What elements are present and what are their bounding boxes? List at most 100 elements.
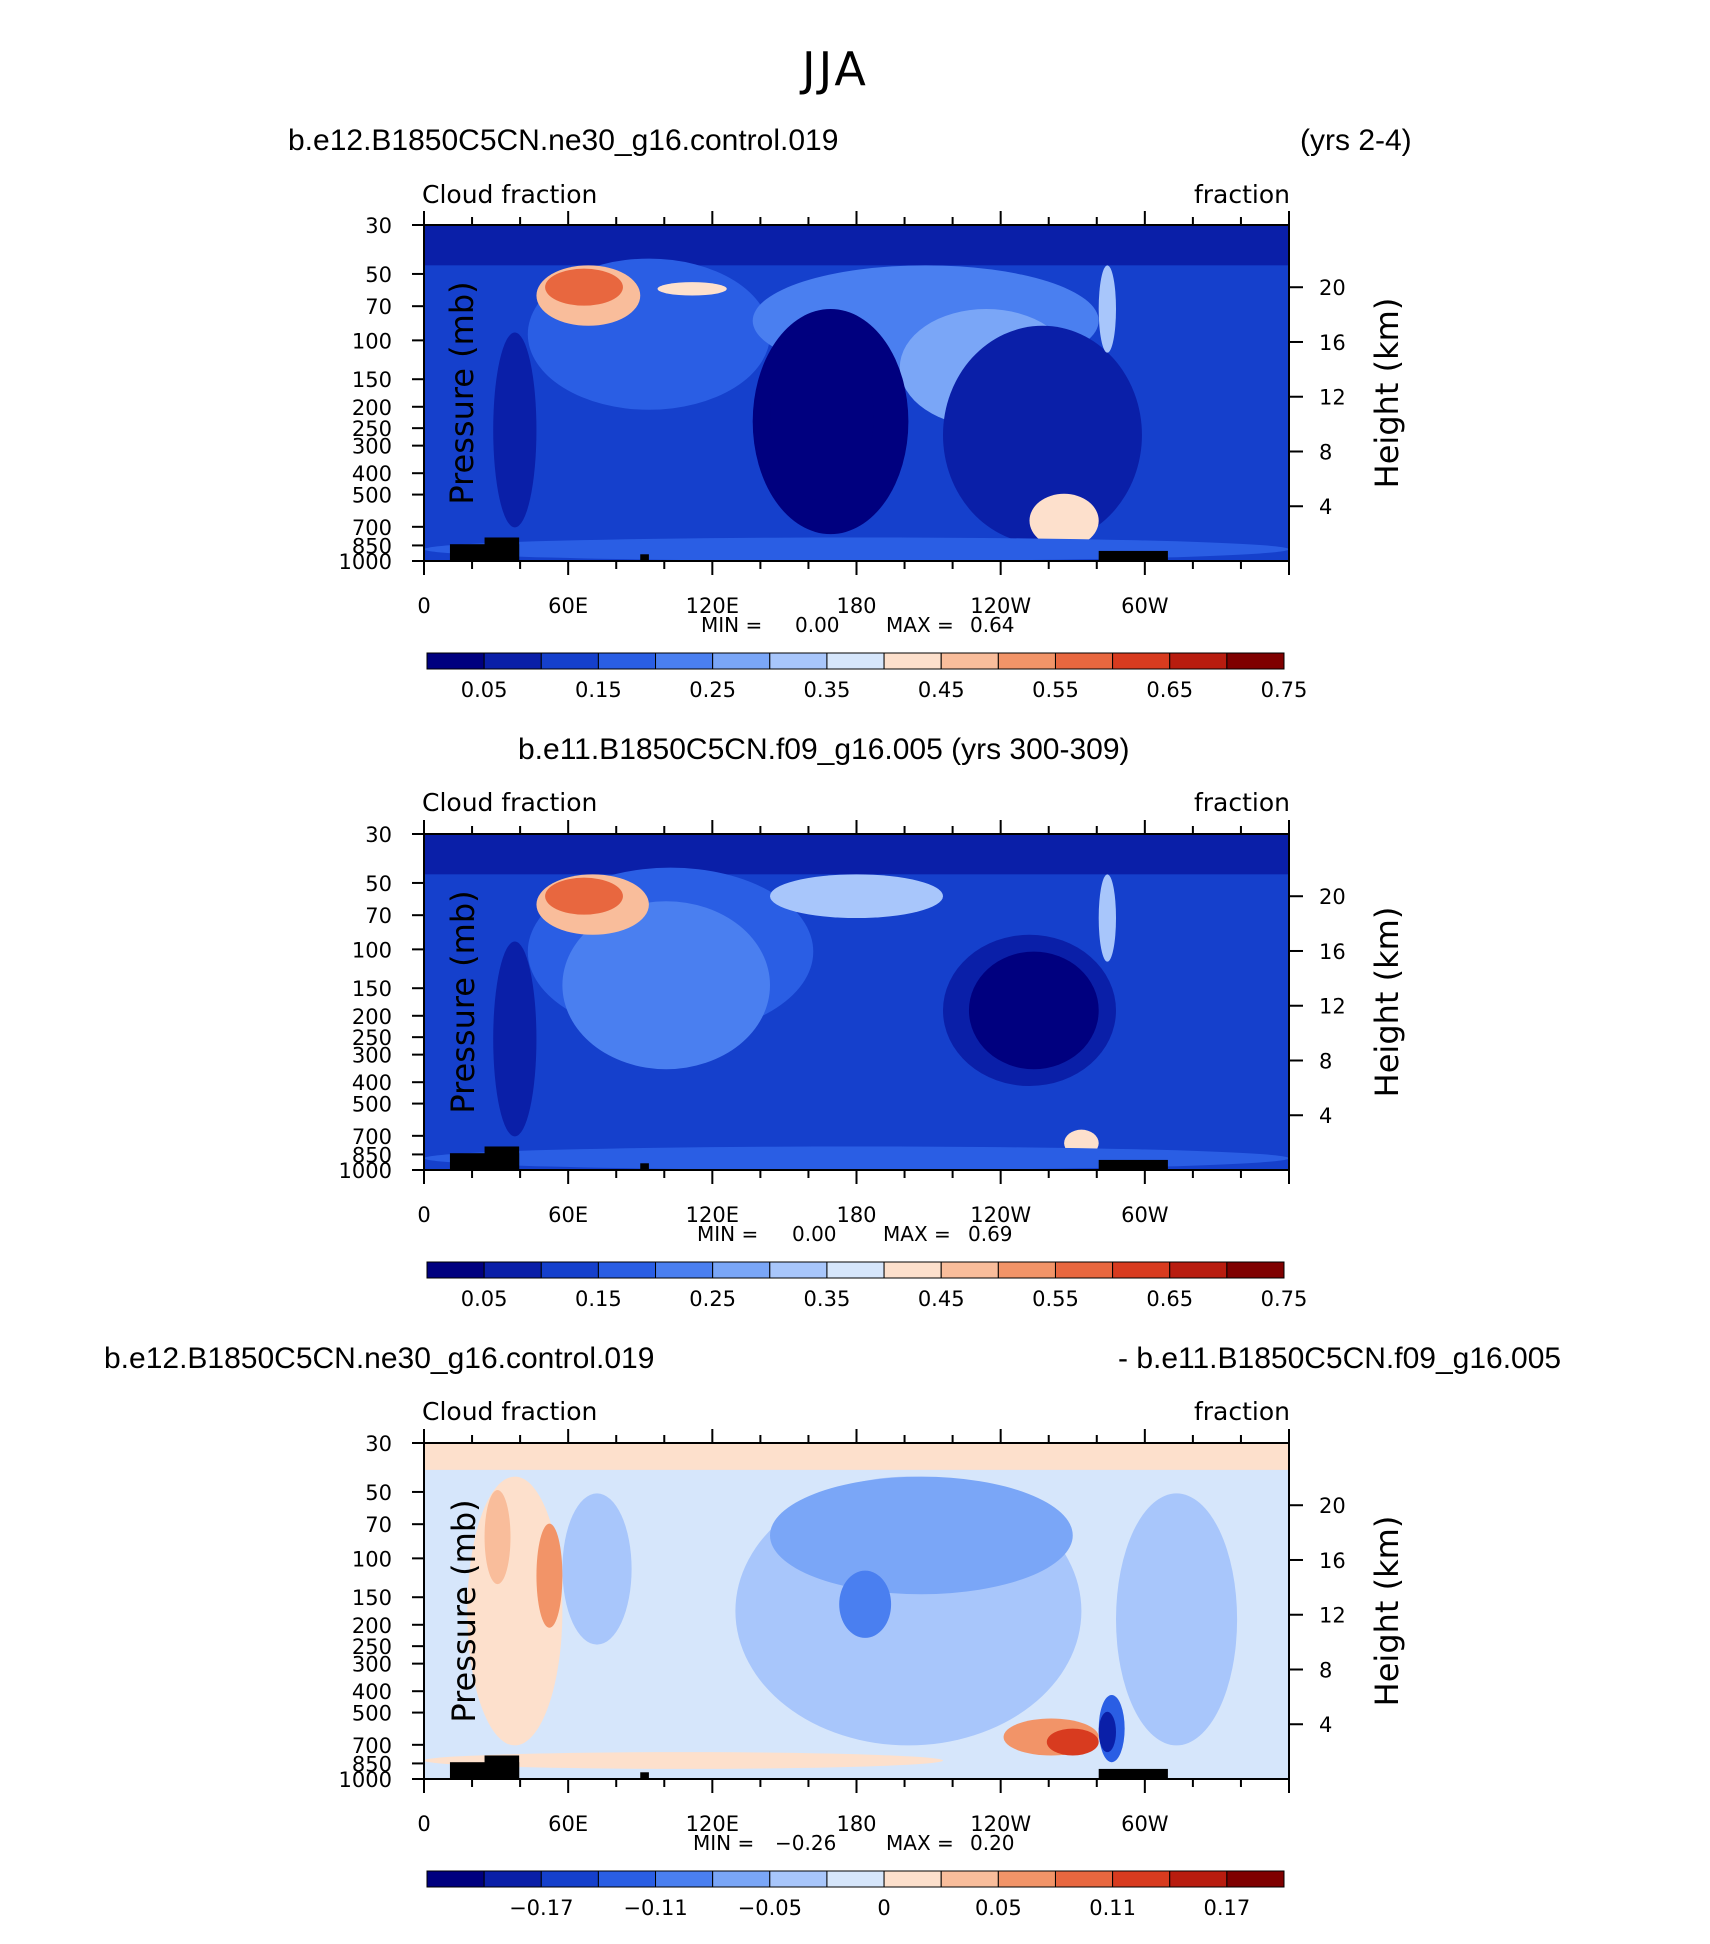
panel2-colorbar: 0.05 0.15 0.25 0.35 0.45 0.55 0.65 0.75 <box>426 1261 1307 1311</box>
topography <box>454 1768 511 1779</box>
colorbar-swatch <box>1226 652 1285 670</box>
height-tick-label: 16 <box>1319 940 1346 964</box>
colorbar-label: −0.11 <box>623 1896 687 1920</box>
topography <box>1098 550 1168 561</box>
height-tick-label: 4 <box>1319 1104 1332 1128</box>
panel1-min-value: 0.00 <box>795 613 840 637</box>
field-contour <box>1098 265 1116 353</box>
colorbar-label: 0.65 <box>1146 678 1193 702</box>
panel2-var-label: Cloud fraction <box>422 788 597 817</box>
height-tick-label: 16 <box>1319 1549 1346 1573</box>
height-tick-label: 16 <box>1319 331 1346 355</box>
field-contour <box>545 268 623 306</box>
x-tick-label: 60W <box>1121 1812 1169 1836</box>
panel3-y-axis-label: Pressure (mb) <box>445 1499 483 1722</box>
panel1-right-title: (yrs 2-4) <box>1300 124 1412 157</box>
panel1-y-axis-label: Pressure (mb) <box>443 281 481 504</box>
panel1-left-title: b.e12.B1850C5CN.ne30_g16.control.019 <box>288 124 839 157</box>
y-tick-label: 1000 <box>339 1768 392 1792</box>
y-tick-label: 700 <box>352 516 392 540</box>
panel2-center-title: b.e11.B1850C5CN.f09_g16.005 (yrs 300-309… <box>518 733 1130 766</box>
topography <box>640 1163 649 1170</box>
field-contour <box>1029 493 1099 548</box>
colorbar-swatch <box>769 1870 828 1888</box>
panel3-var-label: Cloud fraction <box>422 1397 597 1426</box>
colorbar-swatch <box>1112 1870 1171 1888</box>
field-contour <box>1116 1493 1238 1746</box>
x-tick-label: 60E <box>548 1812 588 1836</box>
field-contour <box>943 325 1142 545</box>
colorbar-swatch <box>883 1870 942 1888</box>
panel3-colorbar: −0.17 −0.11 −0.05 0 0.05 0.11 0.17 <box>426 1870 1285 1920</box>
y-tick-label: 300 <box>352 435 392 459</box>
y-tick-label: 850 <box>352 534 392 558</box>
field-contour <box>493 332 537 528</box>
panel2-min-value: 0.00 <box>792 1222 837 1246</box>
y-tick-label: 70 <box>365 295 392 319</box>
panel2-max-value: 0.69 <box>968 1222 1013 1246</box>
field-contour <box>657 282 727 296</box>
colorbar-swatch <box>540 1870 599 1888</box>
x-tick-label: 180 <box>836 1812 876 1836</box>
y-tick-label: 250 <box>352 1026 392 1050</box>
topography <box>454 550 511 561</box>
y-tick-label: 1000 <box>339 550 392 574</box>
height-tick-label: 8 <box>1319 1049 1332 1073</box>
topography <box>1098 1768 1168 1779</box>
panel2-min-label: MIN = <box>697 1222 758 1246</box>
colorbar-swatch <box>483 1870 542 1888</box>
x-tick-label: 120W <box>970 594 1031 618</box>
x-tick-label: 60W <box>1121 594 1169 618</box>
y-tick-label: 200 <box>352 1005 392 1029</box>
y-tick-label: 70 <box>365 904 392 928</box>
field-contour <box>1046 1728 1099 1756</box>
y-tick-label: 50 <box>365 1481 392 1505</box>
y-tick-label: 300 <box>352 1044 392 1068</box>
colorbar-swatch <box>997 1870 1056 1888</box>
field-contour <box>1098 1711 1116 1753</box>
height-tick-label: 4 <box>1319 495 1332 519</box>
x-tick-label: 120E <box>686 1203 739 1227</box>
panel1-unit-label: fraction <box>1194 180 1290 209</box>
y-tick-label: 150 <box>352 368 392 392</box>
colorbar-label: 0.55 <box>1032 678 1079 702</box>
field-contour <box>424 1752 943 1769</box>
field-band <box>424 225 1289 266</box>
y-tick-label: 500 <box>352 1702 392 1726</box>
y-tick-label: 500 <box>352 1093 392 1117</box>
y-tick-label: 200 <box>352 396 392 420</box>
topography <box>1098 1159 1168 1170</box>
y-tick-label: 250 <box>352 1635 392 1659</box>
y-tick-label: 50 <box>365 872 392 896</box>
height-tick-label: 20 <box>1319 885 1346 909</box>
height-tick-label: 8 <box>1319 440 1332 464</box>
x-tick-label: 0 <box>417 1812 430 1836</box>
colorbar-label: 0 <box>877 1896 890 1920</box>
height-tick-label: 4 <box>1319 1713 1332 1737</box>
field-contour <box>493 941 537 1137</box>
y-tick-label: 1000 <box>339 1159 392 1183</box>
colorbar-swatch <box>826 1870 885 1888</box>
field-band <box>424 834 1289 875</box>
field-contour <box>770 1476 1073 1595</box>
panel3-unit-label: fraction <box>1194 1397 1290 1426</box>
field-contour <box>536 1523 563 1628</box>
y-tick-label: 400 <box>352 1680 392 1704</box>
topography <box>640 554 649 561</box>
panel1-var-label: Cloud fraction <box>422 180 597 209</box>
colorbar-label: 0.05 <box>975 1896 1022 1920</box>
height-tick-label: 8 <box>1319 1658 1332 1682</box>
field-contour <box>1098 874 1116 962</box>
panel3-right-axis-label: Height (km) <box>1368 1516 1406 1707</box>
y-tick-label: 100 <box>352 938 392 962</box>
panel2-max-label: MAX = <box>883 1222 951 1246</box>
y-tick-label: 50 <box>365 263 392 287</box>
colorbar-swatch <box>1226 1870 1285 1888</box>
field-contour <box>770 874 943 918</box>
height-tick-label: 20 <box>1319 276 1346 300</box>
height-tick-label: 12 <box>1319 995 1346 1019</box>
x-tick-label: 0 <box>417 1203 430 1227</box>
panel2-unit-label: fraction <box>1194 788 1290 817</box>
